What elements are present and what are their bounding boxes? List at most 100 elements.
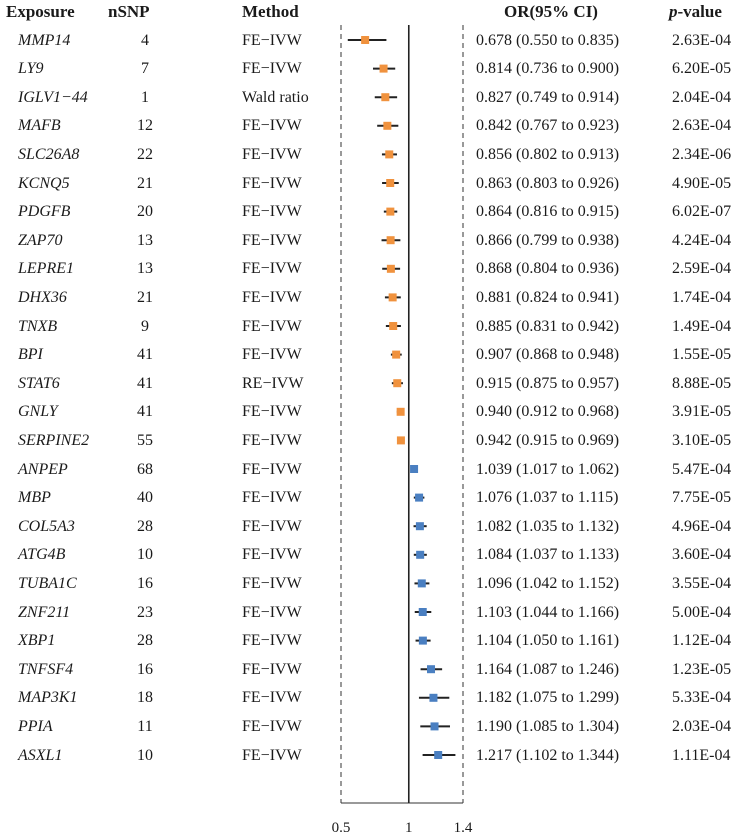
or-ci-cell: 0.856 (0.802 to 0.913) — [476, 145, 620, 163]
table-row: LEPRE1 13 FE−IVW 0.868 (0.804 to 0.936) 2.59… — [0, 256, 743, 281]
nsnp-cell: 28 — [137, 517, 153, 535]
exposure-cell: SERPINE2 — [18, 431, 90, 449]
or-ci-cell: 1.217 (1.102 to 1.344) — [476, 746, 620, 764]
x-tick-label: 1.4 — [454, 820, 473, 836]
p-value-cell: 5.00E-04 — [672, 603, 732, 621]
x-axis-ticks: 0.5 1 1.4 — [332, 820, 473, 836]
exposure-cell: TNFSF4 — [18, 660, 74, 678]
method-cell: FE−IVW — [242, 145, 302, 163]
or-ci-cell: 0.942 (0.915 to 0.969) — [476, 431, 620, 449]
plot-frame — [340, 25, 464, 804]
nsnp-cell: 13 — [137, 231, 153, 249]
table-row: COL5A3 28 FE−IVW 1.082 (1.035 to 1.132) 4.96… — [0, 514, 743, 539]
p-value-cell: 4.90E-05 — [672, 174, 732, 192]
or-ci-cell: 0.907 (0.868 to 0.948) — [476, 346, 620, 364]
nsnp-cell: 7 — [141, 60, 149, 78]
or-ci-cell: 0.940 (0.912 to 0.968) — [476, 403, 620, 421]
or-ci-cell: 1.103 (1.044 to 1.166) — [476, 603, 620, 621]
point-estimate — [392, 350, 401, 359]
nsnp-cell: 40 — [137, 489, 153, 507]
method-cell: FE−IVW — [242, 660, 302, 678]
nsnp-cell: 1 — [141, 88, 149, 106]
p-value-cell: 8.88E-05 — [672, 374, 732, 392]
or-ci-cell: 0.678 (0.550 to 0.835) — [476, 31, 620, 49]
nsnp-cell: 16 — [137, 660, 153, 678]
or-ci-cell: 1.182 (1.075 to 1.299) — [476, 689, 620, 707]
p-value-cell: 1.12E-04 — [672, 632, 732, 650]
point-estimate — [361, 36, 370, 44]
point-estimate — [381, 93, 390, 102]
header-nsnp: nSNP — [108, 2, 150, 21]
nsnp-cell: 22 — [137, 145, 153, 163]
exposure-cell: ZAP70 — [18, 231, 63, 249]
nsnp-cell: 41 — [137, 403, 153, 421]
exposure-cell: ZNF211 — [18, 603, 71, 621]
point-estimate — [418, 608, 427, 616]
or-ci-cell: 0.915 (0.875 to 0.957) — [476, 374, 620, 392]
p-value-cell: 7.75E-05 — [672, 489, 732, 507]
x-tick-label: 1 — [405, 820, 413, 836]
x-tick-label: 0.5 — [332, 820, 351, 836]
p-value-cell: 3.91E-05 — [672, 403, 732, 421]
exposure-cell: PDGFB — [18, 203, 71, 221]
table-row: DHX36 21 FE−IVW 0.881 (0.824 to 0.941) 1.74E… — [0, 285, 743, 310]
exposure-cell: MAFB — [18, 117, 61, 135]
table-row: SERPINE2 55 FE−IVW 0.942 (0.915 to 0.969) 3.… — [0, 428, 743, 453]
p-value-cell: 3.60E-04 — [672, 546, 732, 564]
or-ci-cell: 1.084 (1.037 to 1.133) — [476, 546, 620, 564]
method-cell: RE−IVW — [242, 374, 304, 392]
exposure-cell: PPIA — [18, 717, 53, 735]
p-value-cell: 2.59E-04 — [672, 260, 732, 278]
table-row: STAT6 41 RE−IVW 0.915 (0.875 to 0.957) 8.88E… — [0, 371, 743, 396]
table-row: TUBA1C 16 FE−IVW 1.096 (1.042 to 1.152) 3.55… — [0, 571, 743, 596]
method-cell: FE−IVW — [242, 346, 302, 364]
point-estimate — [430, 722, 439, 731]
or-ci-cell: 1.039 (1.017 to 1.062) — [476, 460, 620, 478]
table-row: ASXL1 10 FE−IVW 1.217 (1.102 to 1.344) 1.11E… — [0, 743, 743, 768]
header-p-rest: -value — [677, 2, 722, 21]
nsnp-cell: 68 — [137, 460, 153, 478]
point-estimate — [389, 322, 398, 330]
method-cell: FE−IVW — [242, 403, 302, 421]
exposure-cell: GNLY — [18, 403, 58, 421]
point-estimate — [417, 579, 426, 588]
nsnp-cell: 16 — [137, 574, 153, 592]
method-cell: FE−IVW — [242, 431, 302, 449]
nsnp-cell: 23 — [137, 603, 153, 621]
p-value-cell: 2.04E-04 — [672, 88, 732, 106]
or-ci-cell: 0.885 (0.831 to 0.942) — [476, 317, 620, 335]
method-cell: FE−IVW — [242, 746, 302, 764]
p-value-cell: 2.63E-04 — [672, 117, 732, 135]
point-estimate — [415, 493, 424, 502]
point-estimate — [429, 693, 438, 702]
table-row: ANPEP 68 FE−IVW 1.039 (1.017 to 1.062) 5.47E… — [0, 457, 743, 482]
point-estimate — [396, 436, 405, 445]
point-estimate — [415, 522, 424, 531]
nsnp-cell: 12 — [137, 117, 153, 135]
header-p-italic: p — [669, 2, 678, 21]
point-estimate — [386, 264, 395, 273]
method-cell: FE−IVW — [242, 574, 302, 592]
header-p-value: p-value — [669, 2, 722, 22]
p-value-cell: 2.63E-04 — [672, 31, 732, 49]
method-cell: FE−IVW — [242, 489, 302, 507]
or-ci-cell: 1.076 (1.037 to 1.115) — [476, 489, 619, 507]
or-ci-cell: 1.096 (1.042 to 1.152) — [476, 574, 620, 592]
method-cell: FE−IVW — [242, 317, 302, 335]
table-row: KCNQ5 21 FE−IVW 0.863 (0.803 to 0.926) 4.90E… — [0, 171, 743, 196]
exposure-cell: TUBA1C — [18, 574, 77, 592]
point-estimate — [386, 236, 395, 245]
table-row: XBP1 28 FE−IVW 1.104 (1.050 to 1.161) 1.12E-… — [0, 628, 743, 653]
table-row: PDGFB 20 FE−IVW 0.864 (0.816 to 0.915) 6.02E… — [0, 199, 743, 224]
p-value-cell: 4.24E-04 — [672, 231, 732, 249]
exposure-cell: ANPEP — [18, 460, 68, 478]
method-cell: FE−IVW — [242, 717, 302, 735]
method-cell: FE−IVW — [242, 260, 302, 278]
p-value-cell: 1.23E-05 — [672, 660, 732, 678]
point-estimate — [385, 150, 394, 159]
method-cell: FE−IVW — [242, 203, 302, 221]
nsnp-cell: 11 — [137, 717, 153, 735]
table-row: MAFB 12 FE−IVW 0.842 (0.767 to 0.923) 2.63E-… — [0, 113, 743, 138]
p-value-cell: 1.11E-04 — [672, 746, 731, 764]
